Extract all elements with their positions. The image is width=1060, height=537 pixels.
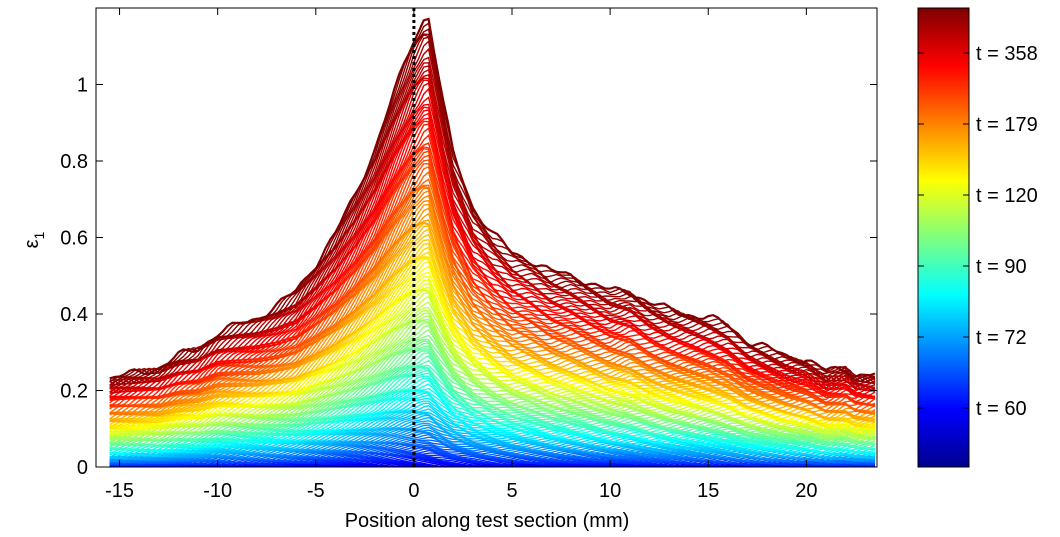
strain-curve [109,315,876,441]
y-tick-label: 0 [77,457,88,479]
y-tick-label: 0.8 [60,151,88,173]
y-tick-label: 1 [77,75,88,97]
strain-curve [109,412,876,460]
colorbar-label: t = 358 [976,43,1038,65]
y-tick-label: 0.6 [60,228,88,250]
x-axis-ticks: -15 -10 -5 0 5 10 15 20 [105,8,817,502]
x-tick-label: 15 [697,480,719,502]
strain-curves [109,17,876,467]
strain-curve [109,146,876,407]
colorbar-ticks: t = 358 t = 179 t = 120 t = 90 t = 72 t = 60 [918,43,1038,420]
strain-curve [109,390,876,455]
x-tick-label: 0 [408,480,419,502]
strain-curve [109,184,876,415]
colorbar-label: t = 90 [976,256,1027,278]
strain-curve [109,170,876,411]
y-axis-label: ε1 [21,231,47,248]
strain-curve [109,379,876,452]
strain-curve [109,112,876,401]
strain-curve [109,185,876,416]
x-tick-label: 10 [599,480,621,502]
strain-curve [109,366,876,450]
strain-curve [109,256,876,430]
strain-curve [109,338,876,444]
colorbar-label: t = 120 [976,185,1038,207]
colorbar-label: t = 179 [976,114,1038,136]
x-tick-label: -5 [307,480,325,502]
colorbar-label: t = 72 [976,327,1027,349]
x-tick-label: -15 [105,480,134,502]
colorbar-gradient [917,7,970,468]
y-axis-label-symbol: ε [21,239,43,248]
strain-curve [109,68,876,393]
plot-area: -15 -10 -5 0 5 10 15 20 0 0.2 0.4 0.6 0.8 1 [60,7,878,502]
colorbar-label: t = 60 [976,398,1027,420]
y-tick-label: 0.2 [60,381,88,403]
y-axis-label-subscript: 1 [31,231,47,239]
x-axis-label: Position along test section (mm) [345,510,630,532]
x-tick-label: 5 [506,480,517,502]
y-tick-label: 0.4 [60,304,88,326]
colorbar: t = 358 t = 179 t = 120 t = 90 t = 72 t = 60 [917,7,1038,468]
x-tick-label: -10 [203,480,232,502]
svg-text:ε1: ε1 [21,231,47,248]
y-axis-ticks: 0 0.2 0.4 0.6 0.8 1 [60,75,877,479]
strain-curve [109,17,876,380]
strain-curve [109,221,876,423]
strain-curve [109,345,876,446]
x-tick-label: 20 [795,480,817,502]
